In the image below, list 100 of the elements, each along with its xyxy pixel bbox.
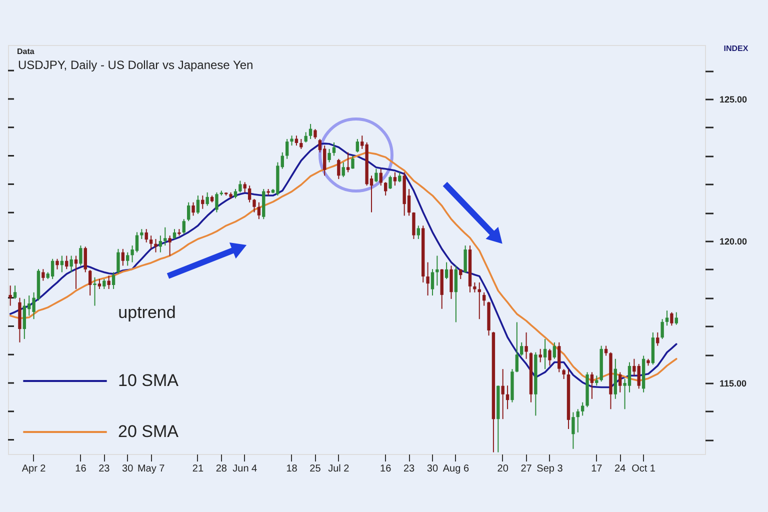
x-tick-label: Oct 1 [632,464,656,474]
candlestick [13,285,17,300]
x-tick-label: Aug 6 [442,464,470,474]
candlestick [444,262,448,280]
candlestick [168,235,172,256]
x-tick-label: Apr 2 [22,464,46,474]
x-tick-label: Sep 3 [536,464,564,474]
legend-label: 20 SMA [118,422,180,441]
candlestick [42,268,45,282]
candlestick [116,248,120,274]
candlestick [543,338,547,370]
candlestick [252,198,256,213]
x-tick-label: 16 [75,464,87,474]
candlestick [107,275,110,290]
candlestick [398,172,402,183]
candlestick [501,368,504,420]
candlestick [374,168,378,183]
candlestick [426,262,430,296]
candlestick [552,342,556,360]
candlestick [164,226,167,246]
candlestick [257,202,261,220]
candlestick [186,202,190,222]
candlestick [182,218,186,234]
candlestick [79,245,82,266]
candlestick [346,152,350,173]
candlestick [149,235,153,250]
candlestick [196,195,200,214]
candlestick [454,265,458,323]
candlestick [50,258,54,280]
candlestick [56,258,59,270]
candlestick [524,332,528,360]
candlestick [538,348,542,363]
candlestick [206,192,209,206]
candlestick [416,225,420,240]
candlestick [388,175,392,190]
candlestick [243,182,246,193]
candlestick [93,276,96,306]
candlestick [384,182,388,196]
candlestick [328,148,331,163]
x-tick-label: 23 [403,464,416,474]
legend-label: 10 SMA [118,371,180,390]
candlestick [520,342,524,356]
candlestick [412,212,416,240]
candlestick [506,385,510,410]
candlestick [126,252,130,266]
x-tick-label: 27 [520,464,532,474]
candlestick [98,278,102,290]
candlestick [430,268,434,296]
candlestick [314,128,317,140]
candlestick [660,318,664,340]
candlestick [238,180,242,193]
candlestick [290,135,294,146]
candlestick [450,265,453,300]
candlestick [304,132,308,143]
x-tick-label: 18 [286,464,298,474]
x-tick-label: 23 [98,464,110,474]
candlestick [308,123,312,140]
candlestick [459,268,462,280]
candlestick [572,412,575,450]
candlestick [656,332,660,346]
candlestick [285,138,289,160]
x-tick-label: Jun 4 [232,464,258,474]
candlestick [473,282,476,293]
x-tick-label: 16 [380,464,392,474]
candlestick [332,142,336,156]
candlestick [215,192,218,213]
candlestick [576,408,580,433]
candlestick [562,368,566,380]
candlestick [379,168,382,186]
x-tick-label: 24 [614,464,626,474]
annotation: uptrend [118,303,176,322]
x-tick-label: May 7 [137,464,166,474]
candlestick [356,138,360,153]
candlestick [595,375,598,386]
candlestick [121,248,125,266]
text: INDEX [724,44,749,53]
x-tick-label: 20 [497,464,509,474]
candlestick [590,372,594,400]
candlestick [234,188,238,199]
candlestick [515,322,519,373]
candlestick [70,255,73,273]
candlestick [248,185,252,203]
candlestick [144,228,148,243]
candlestick [158,235,162,253]
candlestick [548,348,552,366]
annotation: Data [17,47,35,56]
candlestick [102,278,106,290]
candlestick [464,245,467,274]
candlestick [294,135,298,146]
y-tick-label: 120.00 [720,236,748,246]
candlestick [618,372,622,393]
candlestick [84,246,87,273]
candlestick [342,162,345,178]
candlestick [393,172,397,186]
candlestick [192,202,195,216]
candlestick [300,138,303,150]
candlestick [112,272,116,290]
x-tick-label: 25 [310,464,322,474]
y-tick-label: 125.00 [720,94,748,104]
candlestick [351,155,354,170]
